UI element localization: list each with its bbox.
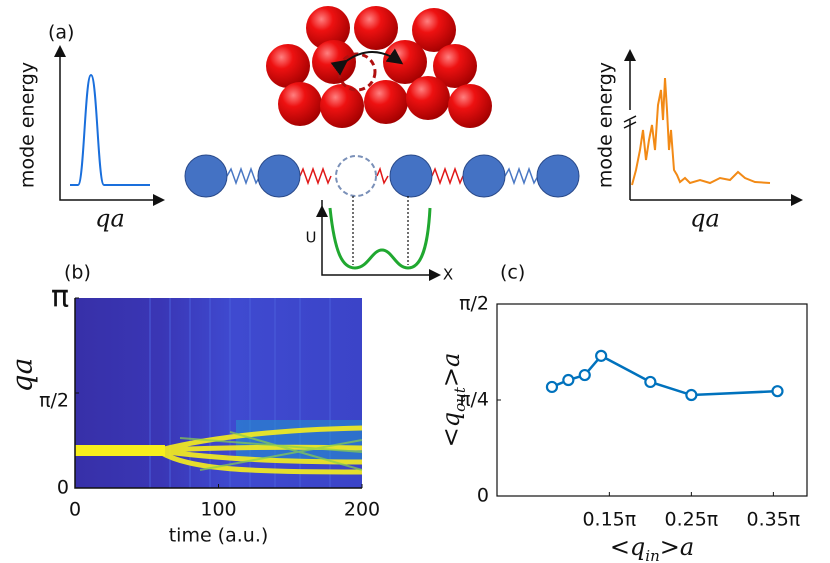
x-tick-label: 200: [344, 499, 380, 521]
potential: U X: [306, 196, 453, 284]
axes: [59, 50, 165, 206]
y-label: qa: [6, 358, 39, 393]
y-label: U: [306, 229, 317, 247]
x-tick-label: 0.15π: [582, 509, 636, 531]
panel-a: (a) mode energy qa mode energy qa U X: [17, 6, 803, 284]
x-label: time (a.u.): [169, 525, 269, 547]
data-point: [545, 380, 559, 394]
y-tick-label: π: [51, 280, 69, 315]
data-point: [562, 373, 575, 387]
axis-label-part: >a: [437, 353, 465, 387]
y-tick-label: π/4: [459, 389, 489, 411]
panel-label: (a): [48, 22, 74, 44]
x-tick-label: 0.35π: [747, 509, 801, 531]
data-point: [595, 349, 608, 362]
axis-label-part: >a: [660, 533, 694, 561]
x-label: X: [443, 266, 453, 284]
data-point: [771, 385, 784, 398]
x-label: qa: [690, 205, 720, 233]
x-tick-label: 100: [200, 499, 236, 521]
y-label: mode energy: [595, 62, 617, 188]
axis-label-part: in: [645, 547, 659, 563]
particle-cluster: [266, 6, 492, 128]
y-tick-label: 0: [57, 477, 69, 499]
x-tick-label: 0.25π: [664, 509, 718, 531]
y-tick-label: π/2: [39, 390, 69, 412]
axis-break: [623, 115, 637, 129]
chain: [184, 154, 580, 198]
data-point: [578, 368, 591, 382]
y-tick-label: π/2: [459, 293, 489, 315]
axis-label: <qout>a: [437, 353, 470, 448]
spectrum: [70, 73, 150, 186]
y-tick-label: 0: [477, 485, 489, 507]
axis-label: <qin>a: [610, 533, 694, 563]
x-tick-label: 0: [69, 499, 81, 521]
spectrum: [631, 77, 771, 186]
data-point: [685, 388, 698, 402]
panel-label: (b): [64, 262, 91, 284]
axis-label-part: <q: [610, 533, 645, 561]
y-label: mode energy: [17, 62, 39, 188]
axis-label-part: <q: [437, 412, 465, 447]
axis-label-part: out: [451, 386, 469, 412]
plot-frame: [496, 303, 808, 497]
heatmap-image: [75, 298, 363, 488]
x-label: qa: [95, 205, 125, 233]
data-point: [644, 375, 657, 389]
panel-label: (c): [500, 262, 525, 284]
